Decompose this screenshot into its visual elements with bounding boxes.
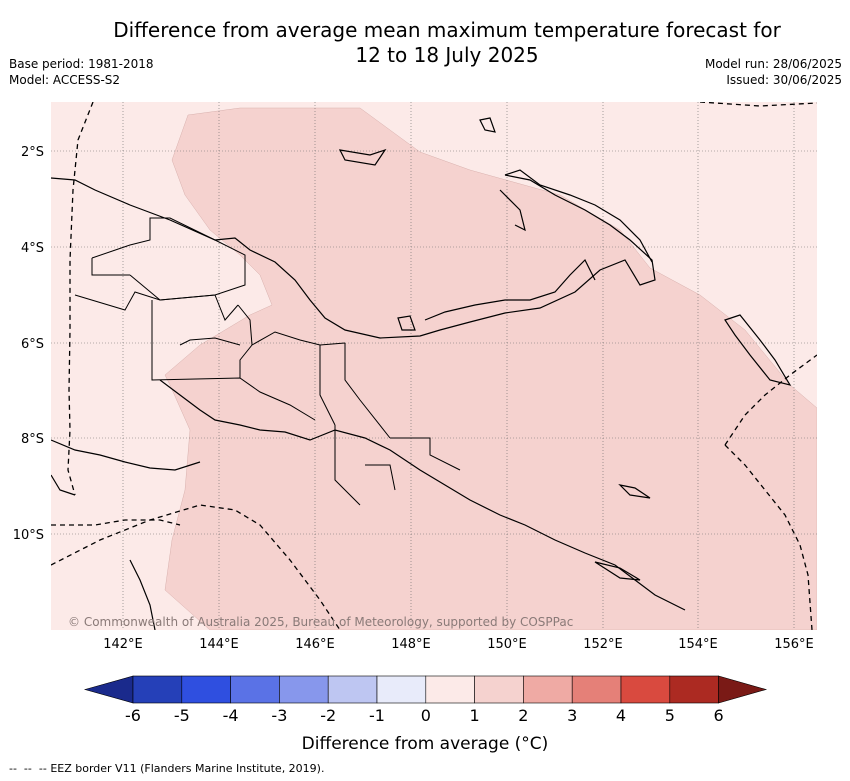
colorbar-title: Difference from average (°C) bbox=[302, 734, 549, 754]
title-line-1: Difference from average mean maximum tem… bbox=[113, 18, 781, 42]
colorbar-segment bbox=[230, 675, 280, 704]
issued-date: Issued: 30/06/2025 bbox=[726, 73, 842, 87]
colorbar-segment bbox=[571, 675, 622, 704]
colorbar: -6 -5 -4 -3 -2 -1 0 1 2 3 4 5 6 bbox=[83, 675, 768, 725]
lat-label-8s: 8°S bbox=[21, 432, 44, 447]
colorbar-segment bbox=[181, 675, 231, 704]
lat-labels: 2°S 4°S 6°S 8°S 10°S bbox=[13, 145, 44, 543]
colorbar-tick-label: -1 bbox=[369, 706, 385, 725]
eez-legend: -- -- -- EEZ border V11 (Flanders Marine… bbox=[9, 762, 324, 775]
colorbar-tick-label: 0 bbox=[421, 706, 431, 725]
lon-label-156e: 156°E bbox=[774, 637, 814, 652]
eez-borders bbox=[51, 102, 817, 630]
lon-label-144e: 144°E bbox=[199, 637, 239, 652]
eez-legend-line-icon: -- -- -- bbox=[9, 762, 47, 775]
province-borders bbox=[74, 217, 461, 506]
colorbar-tick-label: 1 bbox=[470, 706, 480, 725]
colorbar-tick-label: 4 bbox=[616, 706, 626, 725]
lon-label-150e: 150°E bbox=[487, 637, 527, 652]
colorbar-tick-label: -2 bbox=[320, 706, 336, 725]
colorbar-segment bbox=[327, 675, 378, 704]
title-line-2: 12 to 18 July 2025 bbox=[355, 43, 539, 67]
graticule bbox=[51, 102, 817, 630]
map-title: Difference from average mean maximum tem… bbox=[60, 18, 834, 68]
meta-right: Model run: 28/06/2025 Issued: 30/06/2025 bbox=[705, 56, 842, 88]
lon-label-146e: 146°E bbox=[295, 637, 335, 652]
colorbar-tick-label: 5 bbox=[665, 706, 675, 725]
lat-label-6s: 6°S bbox=[21, 337, 44, 352]
colorbar-tick-label: -5 bbox=[174, 706, 190, 725]
meta-left: Base period: 1981-2018 Model: ACCESS-S2 bbox=[9, 56, 154, 88]
copyright-text: © Commonwealth of Australia 2025, Bureau… bbox=[68, 615, 573, 629]
colorbar-tick-label: 3 bbox=[567, 706, 577, 725]
model-name: Model: ACCESS-S2 bbox=[9, 73, 121, 87]
colorbar-segment bbox=[425, 675, 475, 704]
colorbar-segment bbox=[669, 675, 719, 704]
lat-label-2s: 2°S bbox=[21, 145, 44, 160]
colorbar-tick-label: 6 bbox=[714, 706, 724, 725]
colorbar-arrow-high bbox=[718, 675, 768, 704]
colorbar-segment bbox=[279, 675, 329, 704]
model-run: Model run: 28/06/2025 bbox=[704, 57, 842, 71]
lon-label-142e: 142°E bbox=[103, 637, 143, 652]
colorbar-tick-label: 2 bbox=[518, 706, 528, 725]
lon-labels: 142°E 144°E 146°E 148°E 150°E 152°E 154°… bbox=[103, 637, 814, 652]
eez-legend-text: EEZ border V11 (Flanders Marine Institut… bbox=[50, 762, 325, 775]
colorbar-segment bbox=[376, 675, 427, 704]
colorbar-segment bbox=[132, 675, 183, 704]
base-period: Base period: 1981-2018 bbox=[9, 57, 154, 71]
field-1-to-2 bbox=[164, 107, 817, 630]
colorbar-tick-label: -6 bbox=[125, 706, 141, 725]
lon-label-154e: 154°E bbox=[678, 637, 718, 652]
lon-label-148e: 148°E bbox=[391, 637, 431, 652]
colorbar-segment bbox=[523, 675, 573, 704]
colorbar-arrow-low bbox=[83, 675, 134, 704]
colorbar-tick-label: -3 bbox=[271, 706, 287, 725]
colorbar-segment bbox=[474, 675, 524, 704]
colorbar-tick-label: -4 bbox=[223, 706, 239, 725]
colorbar-segment bbox=[620, 675, 671, 704]
map-frame bbox=[51, 102, 817, 630]
lon-label-152e: 152°E bbox=[583, 637, 623, 652]
lat-label-10s: 10°S bbox=[13, 528, 44, 543]
lat-label-4s: 4°S bbox=[21, 241, 44, 256]
